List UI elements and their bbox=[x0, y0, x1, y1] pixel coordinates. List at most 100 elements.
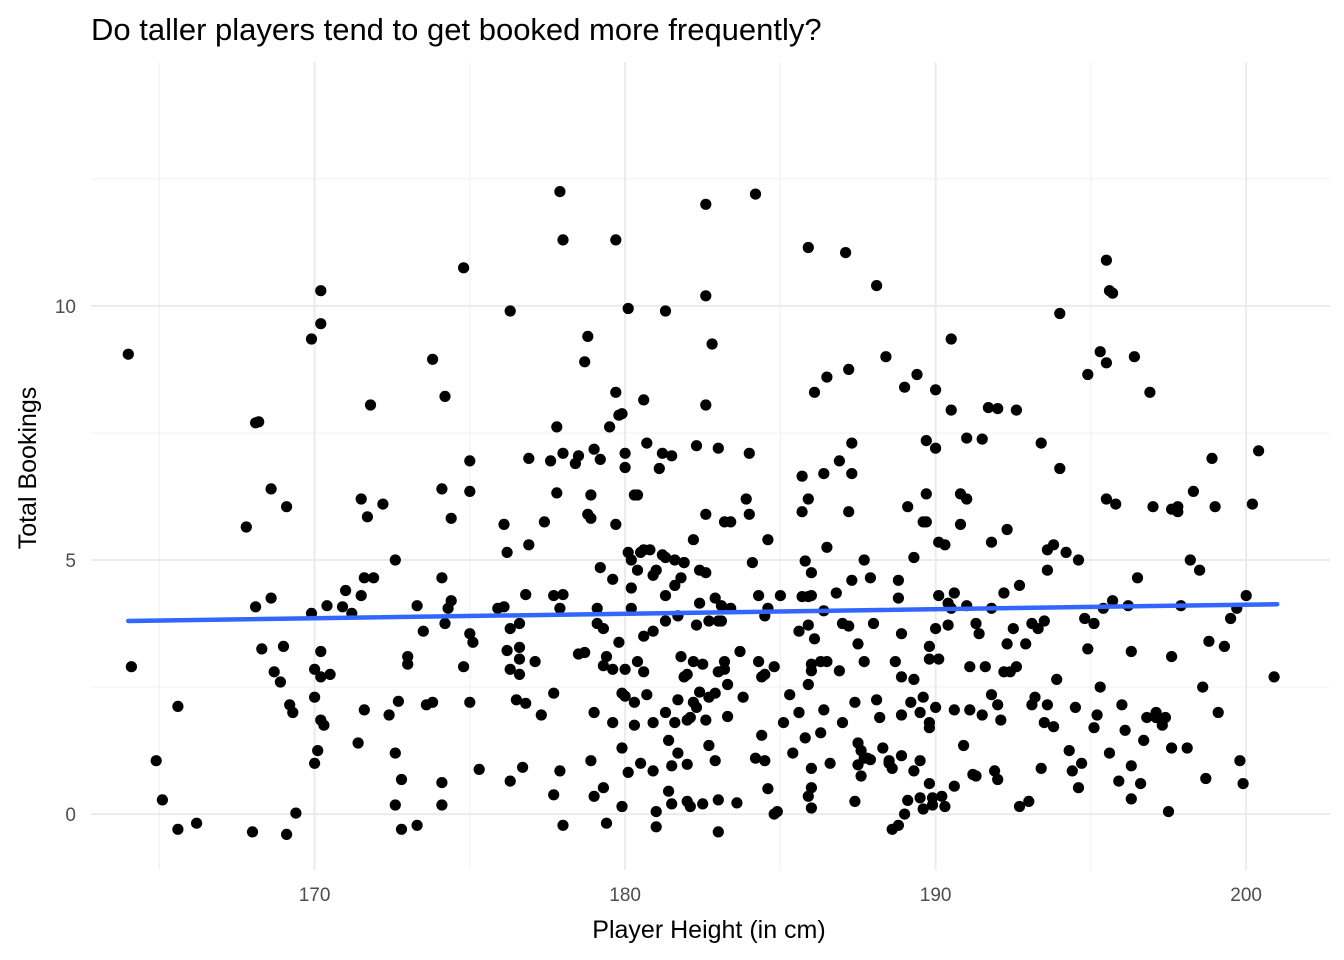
data-point bbox=[942, 619, 954, 631]
data-point bbox=[439, 617, 451, 630]
data-point bbox=[588, 443, 600, 455]
data-point bbox=[886, 762, 898, 775]
data-point bbox=[858, 554, 870, 566]
data-point bbox=[579, 356, 591, 368]
data-point bbox=[464, 628, 476, 640]
data-point bbox=[545, 455, 557, 467]
data-point bbox=[961, 493, 973, 505]
data-point bbox=[948, 780, 960, 792]
data-point bbox=[1007, 623, 1019, 635]
data-point bbox=[821, 541, 833, 553]
data-point bbox=[756, 729, 768, 741]
data-point bbox=[594, 453, 606, 465]
data-point bbox=[762, 534, 774, 546]
data-point bbox=[824, 757, 836, 769]
data-point bbox=[892, 574, 905, 586]
data-point bbox=[902, 501, 914, 513]
data-point bbox=[659, 551, 672, 564]
data-point bbox=[1020, 638, 1032, 650]
data-point bbox=[793, 625, 805, 637]
data-point bbox=[1172, 506, 1184, 518]
data-point bbox=[709, 592, 721, 604]
data-point bbox=[529, 656, 541, 668]
data-point bbox=[389, 554, 401, 566]
data-point bbox=[846, 437, 858, 449]
data-point bbox=[340, 584, 352, 597]
data-point bbox=[290, 807, 302, 819]
data-point bbox=[712, 794, 724, 806]
data-point bbox=[1054, 462, 1066, 475]
data-point bbox=[1054, 307, 1066, 320]
data-point bbox=[1063, 745, 1075, 757]
data-point bbox=[607, 717, 619, 729]
data-point bbox=[964, 661, 976, 673]
data-point bbox=[743, 508, 755, 520]
data-point bbox=[874, 711, 886, 724]
data-point bbox=[666, 760, 678, 772]
data-point bbox=[762, 783, 774, 795]
x-tick-label: 170 bbox=[299, 885, 331, 906]
data-point bbox=[1038, 615, 1050, 627]
data-point bbox=[473, 763, 485, 776]
data-point bbox=[793, 706, 805, 719]
data-point bbox=[663, 785, 675, 797]
data-point bbox=[821, 656, 833, 668]
data-point bbox=[498, 601, 510, 613]
data-point bbox=[619, 690, 631, 702]
data-point bbox=[156, 794, 168, 806]
data-point bbox=[911, 368, 923, 381]
x-tick-label: 180 bbox=[609, 885, 641, 906]
data-point bbox=[1116, 699, 1128, 711]
data-point bbox=[700, 567, 712, 579]
data-point bbox=[1100, 254, 1112, 266]
data-point bbox=[622, 766, 634, 779]
data-point bbox=[277, 640, 290, 653]
data-point bbox=[1138, 734, 1150, 747]
data-point bbox=[1038, 717, 1050, 729]
data-point bbox=[1107, 287, 1119, 299]
data-point bbox=[389, 747, 401, 759]
y-axis-title: Total Bookings bbox=[14, 387, 42, 550]
data-point bbox=[610, 386, 622, 398]
data-point bbox=[936, 790, 948, 802]
data-point bbox=[281, 828, 293, 841]
data-point bbox=[718, 656, 731, 668]
data-point bbox=[240, 521, 252, 533]
data-point bbox=[930, 701, 942, 714]
data-point bbox=[191, 817, 203, 829]
data-point bbox=[579, 646, 591, 659]
data-point bbox=[436, 777, 448, 789]
data-point bbox=[1088, 617, 1100, 630]
data-point bbox=[464, 485, 476, 497]
data-point bbox=[830, 587, 842, 599]
data-point bbox=[740, 493, 752, 505]
data-point bbox=[864, 754, 877, 766]
data-point bbox=[535, 709, 547, 721]
data-point bbox=[802, 619, 814, 631]
data-point bbox=[597, 660, 610, 672]
y-tick-label: 10 bbox=[55, 297, 76, 318]
data-point bbox=[681, 758, 693, 770]
data-point bbox=[948, 587, 960, 599]
data-point bbox=[501, 546, 513, 559]
data-point bbox=[846, 574, 858, 586]
data-point bbox=[802, 241, 814, 254]
data-point bbox=[641, 437, 653, 449]
data-point bbox=[1135, 778, 1147, 790]
data-point bbox=[600, 817, 613, 829]
data-point bbox=[948, 704, 960, 716]
data-point bbox=[849, 696, 861, 708]
data-point bbox=[892, 592, 905, 604]
minor-grid bbox=[91, 62, 1330, 870]
data-point bbox=[1187, 485, 1199, 497]
data-point bbox=[1144, 386, 1156, 398]
data-point bbox=[669, 579, 681, 592]
data-point bbox=[1023, 795, 1035, 808]
data-point bbox=[122, 348, 134, 360]
data-point bbox=[753, 656, 765, 668]
data-point bbox=[358, 704, 370, 716]
data-point bbox=[464, 696, 476, 708]
data-point bbox=[843, 363, 855, 375]
data-point bbox=[395, 773, 408, 786]
data-point bbox=[628, 719, 641, 731]
